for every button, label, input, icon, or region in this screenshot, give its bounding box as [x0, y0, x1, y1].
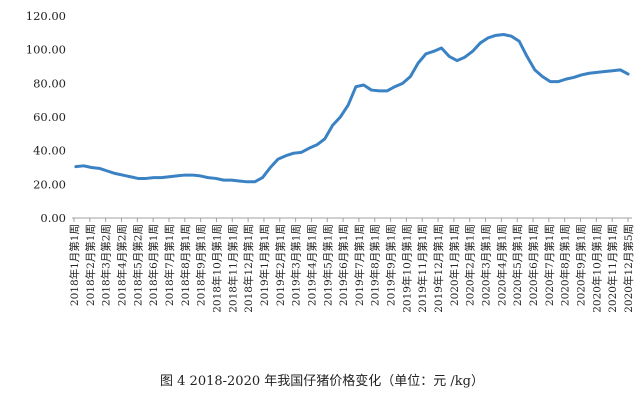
- x-tick-label: 2019年6月第1周: [337, 224, 350, 306]
- y-tick-label: 80.00: [33, 76, 66, 90]
- y-tick-label: 20.00: [33, 177, 66, 191]
- x-tick-label: 2020年10月第1周: [590, 224, 603, 313]
- price-series-line: [74, 33, 630, 184]
- x-tick-label: 2019年3月第1周: [290, 224, 303, 306]
- x-tick-label: 2020年12月第5周: [622, 224, 635, 313]
- y-tick-label: 100.00: [26, 43, 66, 57]
- x-tick-label: 2019年10月第1周: [400, 224, 413, 313]
- x-tick-label: 2020年1月第1周: [448, 224, 461, 306]
- y-tick-label: 0.00: [40, 211, 66, 225]
- x-tick-label: 2019年7月第1周: [353, 224, 366, 306]
- x-tick-label: 2020年8月第1周: [559, 224, 572, 306]
- x-tick-label: 2018年5月第2周: [131, 224, 144, 306]
- y-tick-label: 60.00: [33, 110, 66, 124]
- x-tick-label: 2020年2月第1周: [464, 224, 477, 306]
- x-tick-label: 2020年7月第1周: [543, 224, 556, 306]
- x-tick-label: 2020年9月第1周: [575, 224, 588, 306]
- x-tick-label: 2019年9月第1周: [385, 224, 398, 306]
- x-tick-label: 2018年7月第1周: [163, 224, 176, 306]
- x-tick-label: 2020年3月第1周: [480, 224, 493, 306]
- x-tick-label: 2020年11月第1周: [606, 224, 619, 313]
- x-tick-label: 2019年5月第1周: [321, 224, 334, 306]
- y-tick-label: 120.00: [26, 9, 66, 23]
- x-tick-label: 2018年8月第1周: [179, 224, 192, 306]
- x-tick-label: 2018年4月第2周: [115, 224, 128, 306]
- x-axis-ticks: 2018年1月第1周 2018年2月第1周 2018年3月第2周 2018年4月第2周…: [68, 218, 635, 313]
- x-tick-label: 2020年5月第1周: [511, 224, 524, 306]
- x-tick-label: 2020年6月第1周: [527, 224, 540, 306]
- x-tick-label: 2019年8月第1周: [369, 224, 382, 306]
- x-tick-label: 2019年1月第1周: [258, 224, 271, 306]
- x-tick-label: 2018年9月第1周: [195, 224, 208, 306]
- x-tick-label: 2018年2月第1周: [84, 224, 97, 306]
- x-tick-label: 2019年11月第1周: [416, 224, 429, 313]
- x-tick-label: 2018年12月第1周: [242, 224, 255, 313]
- x-tick-label: 2020年4月第1周: [495, 224, 508, 306]
- x-tick-label: 2019年2月第1周: [274, 224, 287, 306]
- figure-caption: 图 4 2018-2020 年我国仔猪价格变化（单位：元 /kg）: [160, 374, 484, 389]
- x-tick-label: 2018年6月第1周: [147, 224, 160, 306]
- x-tick-label: 2018年10月第1周: [210, 224, 223, 313]
- x-tick-label: 2018年1月第1周: [68, 224, 81, 306]
- x-tick-label: 2019年12月第1周: [432, 224, 445, 313]
- y-tick-label: 40.00: [33, 144, 66, 158]
- x-tick-label: 2019年4月第1周: [305, 224, 318, 306]
- y-axis-ticks: 0.00 20.00 40.00 60.00 80.00 100.00 120.00: [26, 9, 66, 225]
- x-tick-label: 2018年11月第1周: [226, 224, 239, 313]
- x-tick-label: 2018年3月第2周: [100, 224, 113, 306]
